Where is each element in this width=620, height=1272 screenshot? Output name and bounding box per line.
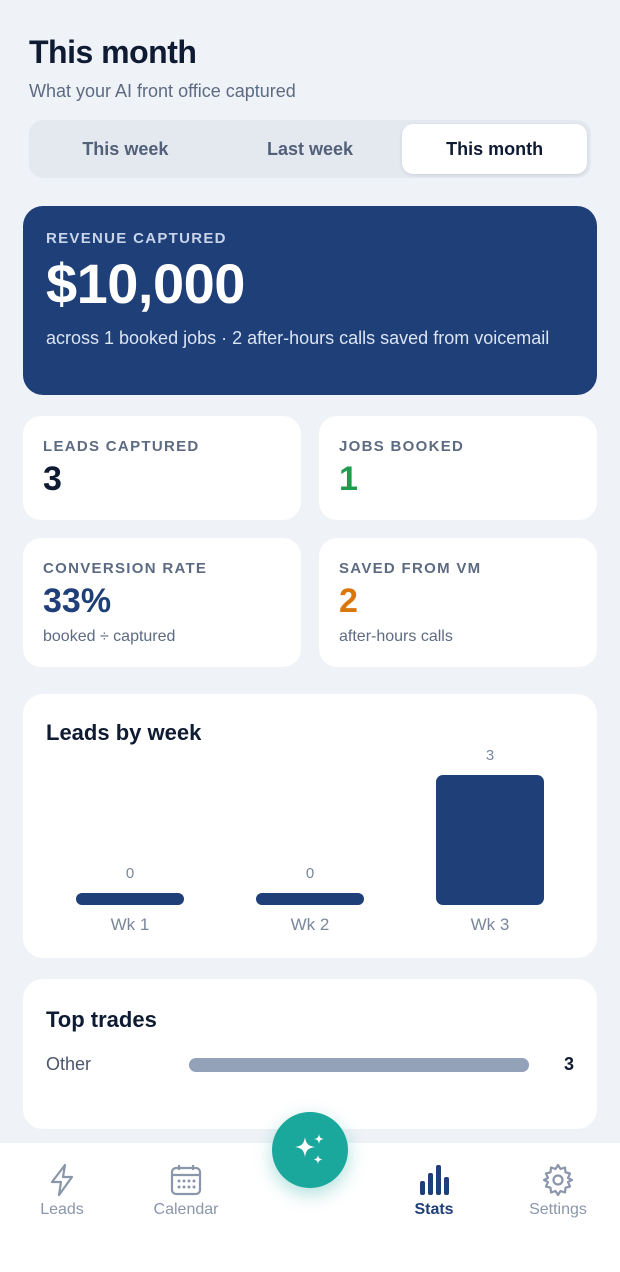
chart-bar-value: 0 bbox=[125, 865, 135, 882]
period-selector: This week Last week This month bbox=[29, 120, 591, 178]
nav-stats[interactable]: Stats bbox=[372, 1143, 496, 1243]
saved-from-vm-card: SAVED FROM VM 2 after-hours calls bbox=[319, 538, 597, 667]
revenue-label: REVENUE CAPTURED bbox=[46, 230, 227, 247]
chart-bar bbox=[76, 893, 184, 905]
gear-icon bbox=[542, 1163, 574, 1197]
revenue-subtitle: across 1 booked jobs · 2 after-hours cal… bbox=[46, 327, 550, 348]
chart-category-label: Wk 3 bbox=[470, 915, 510, 934]
page-title: This month bbox=[29, 34, 197, 70]
nav-leads-label: Leads bbox=[40, 1201, 84, 1218]
sparkles-icon bbox=[295, 1134, 324, 1164]
conversion-rate-label: CONVERSION RATE bbox=[43, 560, 208, 577]
trade-bar-track bbox=[189, 1058, 529, 1072]
trade-bar-fill bbox=[189, 1058, 529, 1072]
saved-from-vm-value: 2 bbox=[339, 582, 358, 620]
conversion-rate-card: CONVERSION RATE 33% booked ÷ captured bbox=[23, 538, 301, 667]
chart-bar-value: 0 bbox=[305, 865, 315, 882]
leads-chart-title: Leads by week bbox=[46, 720, 202, 745]
leads-chart: 0 Wk 1 0 Wk 2 3 Wk 3 bbox=[23, 694, 597, 958]
chart-bar-value: 3 bbox=[485, 747, 495, 764]
chart-category-label: Wk 2 bbox=[290, 915, 330, 934]
ai-assistant-button[interactable] bbox=[272, 1112, 348, 1188]
leads-captured-card: LEADS CAPTURED 3 bbox=[23, 416, 301, 520]
nav-calendar[interactable]: Calendar bbox=[124, 1143, 248, 1243]
conversion-rate-value: 33% bbox=[43, 582, 112, 620]
chart-category-label: Wk 1 bbox=[110, 915, 150, 934]
nav-leads[interactable]: Leads bbox=[0, 1143, 124, 1243]
top-trades-card: Top trades Other 3 bbox=[23, 979, 597, 1129]
nav-settings[interactable]: Settings bbox=[496, 1143, 620, 1243]
jobs-booked-label: JOBS BOOKED bbox=[339, 438, 465, 455]
nav-settings-label: Settings bbox=[529, 1201, 587, 1218]
leads-captured-value: 3 bbox=[43, 460, 62, 498]
calendar-icon bbox=[170, 1165, 202, 1196]
nav-calendar-label: Calendar bbox=[153, 1201, 219, 1218]
trade-row: Other 3 bbox=[46, 1054, 574, 1078]
trade-count: 3 bbox=[563, 1054, 574, 1074]
nav-stats-label: Stats bbox=[414, 1201, 454, 1218]
revenue-value: $10,000 bbox=[46, 252, 245, 315]
revenue-card: REVENUE CAPTURED $10,000 across 1 booked… bbox=[23, 206, 597, 395]
top-trades-title: Top trades bbox=[46, 1007, 157, 1032]
leads-by-week-card: Leads by week 0 Wk 1 0 Wk 2 3 Wk 3 bbox=[23, 694, 597, 958]
chart-bar bbox=[256, 893, 364, 905]
tab-last-week[interactable]: Last week bbox=[266, 138, 354, 159]
jobs-booked-value: 1 bbox=[339, 460, 358, 498]
bar-chart-icon bbox=[420, 1165, 449, 1195]
leads-captured-label: LEADS CAPTURED bbox=[43, 438, 200, 455]
saved-from-vm-sub: after-hours calls bbox=[339, 628, 453, 646]
page-subtitle: What your AI front office captured bbox=[29, 81, 296, 101]
trade-name: Other bbox=[46, 1054, 92, 1074]
saved-from-vm-label: SAVED FROM VM bbox=[339, 560, 482, 577]
chart-bar bbox=[436, 775, 544, 905]
bolt-icon bbox=[50, 1163, 74, 1197]
tab-this-month[interactable]: This month bbox=[402, 124, 588, 174]
jobs-booked-card: JOBS BOOKED 1 bbox=[319, 416, 597, 520]
tab-this-week[interactable]: This week bbox=[82, 138, 169, 159]
conversion-rate-sub: booked ÷ captured bbox=[43, 628, 176, 646]
page-header: This month What your AI front office cap… bbox=[29, 34, 296, 102]
